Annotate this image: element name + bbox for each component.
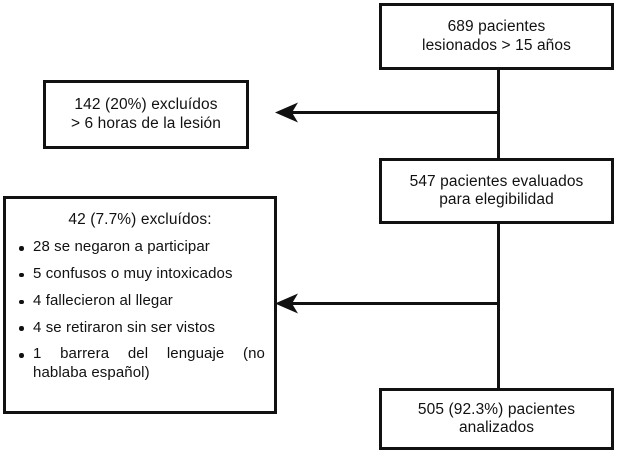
connector-assessed-to-analyzed [497, 224, 500, 388]
bullet-icon [19, 246, 24, 251]
excluded-reason-item: 4 se retiraron sin ser vistos [19, 319, 265, 337]
node-assessed-line1: 547 pacientes evaluados [409, 172, 584, 190]
node-excluded-reasons: 42 (7.7%) excluídos: 28 se negaron a par… [3, 196, 277, 414]
arrowhead-left-icon [275, 293, 298, 314]
node-excluded-reasons-header: 42 (7.7%) excluídos: [68, 211, 212, 228]
excluded-reason-text: 1 barrera del lenguaje (no hablaba españ… [33, 345, 265, 381]
node-excluded-time-line1: 142 (20%) excluídos [74, 96, 218, 114]
excluded-reason-text: 4 fallecieron al llegar [33, 291, 173, 309]
arrowhead-left-icon [275, 102, 298, 123]
node-analyzed-line1: 505 (92.3%) pacientes [417, 400, 576, 418]
node-excluded-time-line2: > 6 horas de la lesión [71, 114, 221, 132]
node-enrolled: 689 pacientes lesionados > 15 años [379, 3, 614, 70]
excluded-reason-text: 28 se negaron a participar [33, 238, 210, 256]
node-enrolled-line2: lesionados > 15 años [422, 36, 571, 54]
node-analyzed: 505 (92.3%) pacientes analizados [379, 388, 614, 450]
node-assessed-line2: para elegibilidad [439, 191, 554, 208]
node-assessed: 547 pacientes evaluados para elegibilida… [379, 158, 614, 224]
excluded-reasons-list: 28 se negaron a participar 5 confusos o m… [15, 238, 265, 382]
node-analyzed-line2: analizados [458, 419, 535, 436]
excluded-reason-item: 5 confusos o muy intoxicados [19, 265, 265, 283]
excluded-reason-item: 4 fallecieron al llegar [19, 292, 265, 310]
bullet-icon [19, 326, 24, 331]
excluded-reason-text: 5 confusos o muy intoxicados [33, 265, 233, 283]
bullet-icon [19, 353, 24, 358]
excluded-reason-text: 4 se retiraron sin ser vistos [33, 318, 216, 336]
node-excluded-time: 142 (20%) excluídos > 6 horas de la lesi… [43, 80, 249, 149]
bullet-icon [19, 299, 24, 305]
excluded-reason-item: 28 se negaron a participar [19, 238, 265, 256]
arrow-shaft-excluded-time [292, 111, 499, 114]
excluded-reason-item: 1 barrera del lenguaje (no hablaba españ… [19, 345, 265, 382]
connector-enrolled-to-assessed [497, 70, 500, 158]
node-enrolled-line1: 689 pacientes [447, 18, 546, 36]
bullet-icon [19, 272, 24, 278]
arrow-shaft-excluded-list [292, 302, 499, 305]
